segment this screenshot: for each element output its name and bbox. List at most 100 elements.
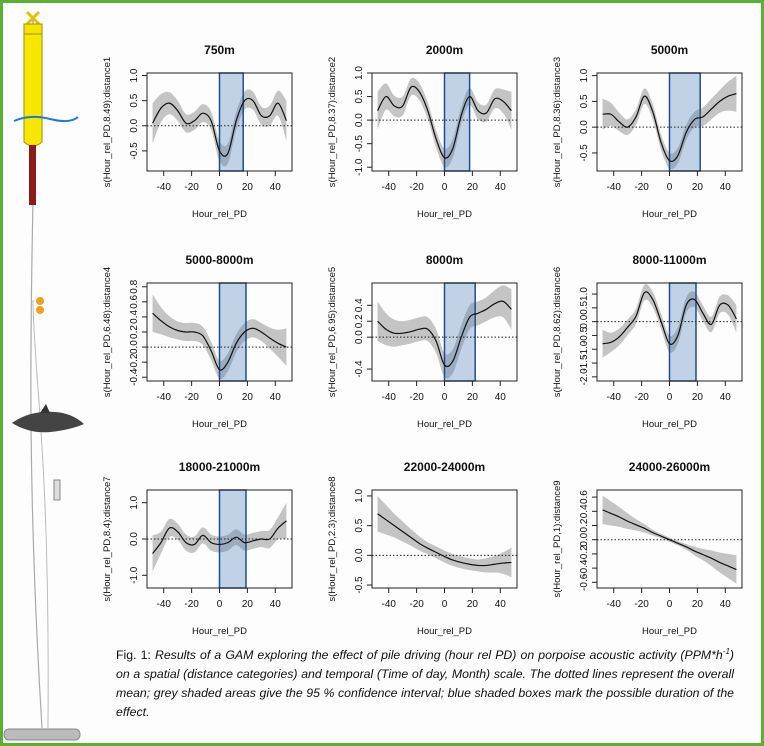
panel: 2000m s(Hour_rel_PD,8.37):distance2 Hour_r… (327, 43, 518, 220)
x-tick-label: -20 (409, 392, 424, 403)
x-tick-label: 40 (495, 599, 507, 610)
y-tick-label: -0.5 (129, 142, 140, 160)
y-tick-label: 0.0 (129, 532, 140, 546)
x-tick-label: 0 (217, 182, 223, 193)
x-tick-label: 40 (495, 182, 507, 193)
x-axis-label: Hour_rel_PD (192, 626, 247, 637)
y-tick-label: -0.5 (579, 144, 590, 162)
caption-superscript: -1 (722, 647, 730, 656)
x-tick-label: -40 (157, 392, 172, 403)
panel: 8000-11000m s(Hour_rel_PD,8.62):distance6… (552, 253, 743, 430)
y-tick-label: 1.0 (354, 489, 365, 503)
y-tick-label: 0.4 (129, 310, 140, 324)
x-axis-label: Hour_rel_PD (417, 626, 472, 637)
x-tick-label: -40 (157, 599, 172, 610)
y-tick-label: 1.0 (129, 68, 140, 82)
y-axis-label: s(Hour_rel_PD,8.36):distance3 (552, 57, 563, 187)
y-tick-label: 1.0 (579, 287, 590, 301)
x-tick-label: 40 (495, 392, 507, 403)
x-axis-label: Hour_rel_PD (642, 626, 697, 637)
panel-title: 22000-24000m (404, 460, 485, 474)
y-tick-label: 0.5 (354, 518, 365, 532)
panel: 5000-8000m s(Hour_rel_PD,6.48):distance4 H… (102, 253, 293, 430)
x-axis-label: Hour_rel_PD (192, 419, 247, 430)
x-axis-label: Hour_rel_PD (417, 419, 472, 430)
x-tick-label: -20 (409, 599, 424, 610)
mooring-illustration (3, 10, 84, 741)
x-tick-label: 40 (270, 182, 282, 193)
x-tick-label: -40 (382, 182, 397, 193)
confidence-band (377, 285, 512, 379)
y-tick-label: 0.2 (129, 325, 140, 339)
y-tick-label: 0.6 (579, 490, 590, 504)
x-tick-label: -20 (184, 392, 199, 403)
x-axis-label: Hour_rel_PD (192, 209, 247, 220)
y-tick-label: 0.2 (579, 518, 590, 532)
y-tick-label: 0.5 (354, 89, 365, 103)
y-tick-label: -0.2 (129, 353, 140, 371)
x-tick-label: 40 (720, 392, 732, 403)
x-axis-label: Hour_rel_PD (642, 209, 697, 220)
smooth-curve (602, 509, 737, 571)
y-tick-label: 0.0 (579, 532, 590, 546)
y-tick-label: 0.0 (354, 113, 365, 127)
x-tick-label: 0 (217, 599, 223, 610)
x-tick-label: -20 (184, 182, 199, 193)
y-tick-label: -0.5 (354, 135, 365, 153)
caption-text: Results of a GAM exploring the effect of… (154, 648, 723, 663)
effect-box (218, 282, 247, 382)
y-tick-label: 1.0 (579, 68, 590, 82)
smooth-curve (602, 291, 737, 345)
y-axis-label: s(Hour_rel_PD,8.37):distance2 (327, 57, 338, 187)
panel: 750m s(Hour_rel_PD,8.49):distance1 Hour_re… (102, 43, 293, 220)
y-tick-label: 0.4 (354, 298, 365, 312)
x-tick-label: -40 (382, 392, 397, 403)
x-tick-label: 40 (720, 599, 732, 610)
panel-title: 2000m (426, 43, 463, 57)
x-tick-label: 40 (270, 392, 282, 403)
y-tick-label: -2.0 (579, 368, 590, 386)
panel-title: 5000-8000m (185, 253, 253, 267)
x-tick-label: 40 (720, 182, 732, 193)
panel: 8000m s(Hour_rel_PD,6.95):distance5 Hour_r… (327, 253, 518, 430)
x-tick-label: 20 (692, 599, 704, 610)
y-tick-label: -1.0 (354, 158, 365, 176)
panel-title: 8000-11000m (632, 253, 706, 267)
y-axis-label: s(Hour_rel_PD,6.48):distance4 (102, 267, 113, 397)
effect-box (668, 72, 701, 172)
smooth-curve (152, 520, 287, 554)
y-tick-label: -0.2 (579, 545, 590, 563)
plot-frame (371, 489, 518, 589)
y-axis-label: s(Hour_rel_PD,8.62):distance6 (552, 267, 563, 397)
smooth-curve (377, 513, 512, 567)
x-tick-label: -20 (184, 599, 199, 610)
y-axis-label: s(Hour_rel_PD,2.3):distance8 (327, 476, 338, 601)
x-tick-label: 40 (270, 599, 282, 610)
y-tick-label: -0.4 (579, 559, 590, 577)
y-tick-label: -1.0 (129, 566, 140, 584)
y-tick-label: 0.5 (129, 93, 140, 107)
smooth-curve (602, 93, 737, 163)
caption-label: Fig. 1: (116, 648, 151, 663)
y-tick-label: 0.0 (129, 340, 140, 354)
smooth-curve (152, 312, 287, 371)
caption-text: ) on a spatial (distance categories) and… (116, 648, 735, 720)
x-tick-label: 0 (667, 392, 673, 403)
y-axis-label: s(Hour_rel_PD,6.95):distance5 (327, 267, 338, 397)
x-tick-label: 20 (467, 182, 479, 193)
x-tick-label: 20 (242, 392, 254, 403)
y-tick-label: 0.0 (579, 120, 590, 134)
panel-title: 18000-21000m (179, 460, 260, 474)
panel: 18000-21000m s(Hour_rel_PD,8.4):distance7… (102, 460, 293, 637)
x-tick-label: 20 (467, 392, 479, 403)
y-tick-label: 0.6 (129, 294, 140, 308)
y-axis-label: s(Hour_rel_PD,1):distance9 (552, 480, 563, 597)
smooth-curve (152, 97, 287, 157)
y-tick-label: -0.4 (129, 368, 140, 386)
y-tick-label: -0.5 (354, 576, 365, 594)
y-tick-label: 0.0 (354, 330, 365, 344)
y-tick-label: 0.5 (579, 94, 590, 108)
y-tick-label: 0.5 (579, 300, 590, 314)
y-tick-label: 0.2 (354, 314, 365, 328)
caption: Fig. 1: Results of a GAM exploring the e… (116, 642, 734, 722)
